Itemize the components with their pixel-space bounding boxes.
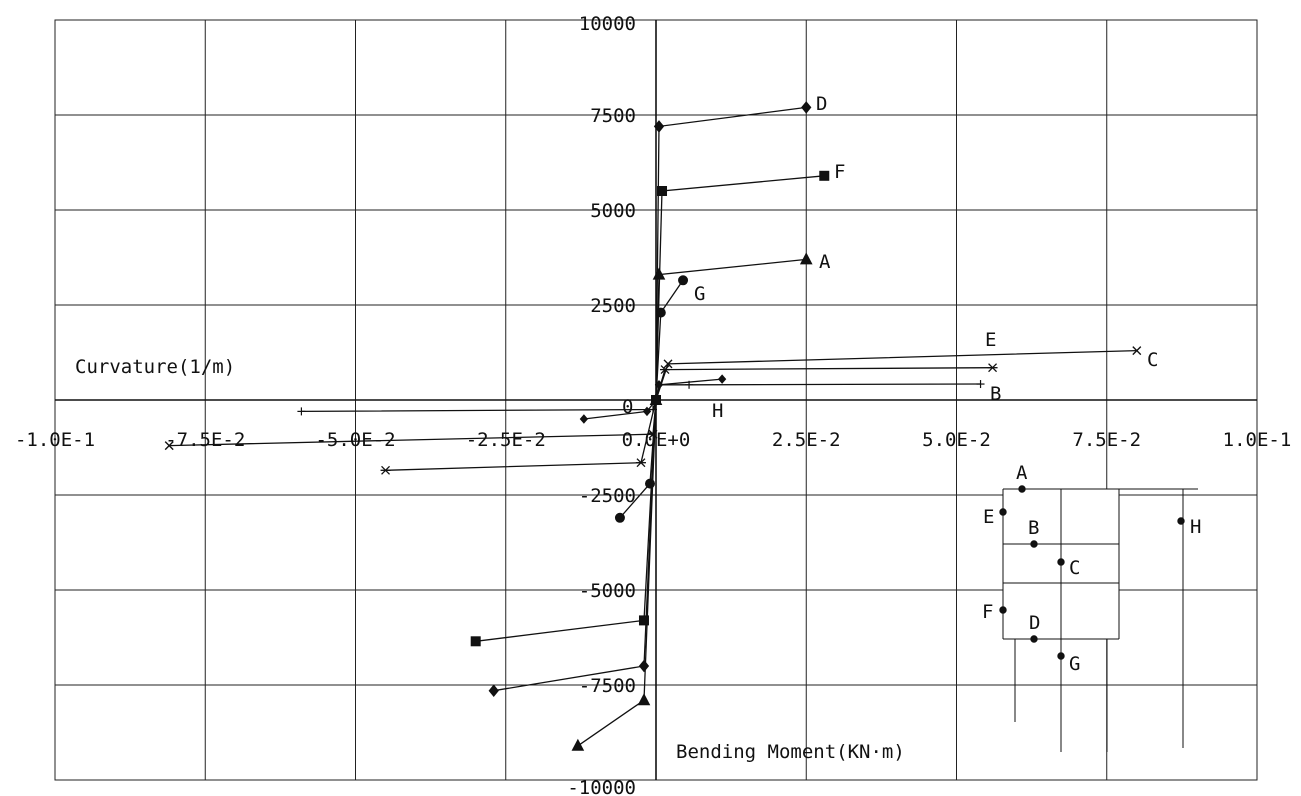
data-point-h [717, 374, 727, 384]
inset-point-c [1057, 558, 1065, 566]
chart-series [164, 101, 1142, 751]
y-tick-label: 2500 [590, 295, 636, 317]
data-point-h [654, 380, 664, 390]
series-label-a: A [819, 251, 831, 273]
inset-point-b [1030, 540, 1038, 548]
inset-label-a: A [1016, 462, 1028, 484]
data-point-c [1132, 346, 1142, 356]
data-point-g [678, 275, 689, 286]
x-tick-label: 1.0E-1 [1223, 429, 1292, 451]
inset-point-h [1177, 517, 1185, 525]
x-tick-label: -2.5E-2 [466, 429, 546, 451]
y-axis-title: Bending Moment(KN·m) [676, 741, 905, 763]
data-point-f [657, 186, 668, 196]
y-tick-label: 7500 [590, 105, 636, 127]
series-b [297, 380, 985, 416]
x-tick-label: -5.0E-2 [315, 429, 395, 451]
data-point-e [380, 465, 391, 475]
data-point-f [819, 170, 830, 181]
series-label-f: F [834, 161, 845, 183]
data-point-g [644, 478, 655, 489]
data-point-f [638, 615, 649, 626]
inset-label-d: D [1029, 612, 1040, 634]
data-point-a [571, 738, 585, 751]
series-line-d [493, 106, 807, 692]
data-point-c [663, 359, 673, 369]
y-tick-label: -5000 [579, 580, 636, 602]
x-tick-label: -7.5E-2 [165, 429, 245, 451]
origin-label: 0 [622, 396, 633, 418]
inset-label-b: B [1028, 517, 1039, 539]
data-point-d [801, 101, 812, 114]
inset-label-e: E [983, 506, 994, 528]
x-tick-label: 2.5E-2 [772, 429, 841, 451]
inset-point-f [999, 606, 1007, 614]
data-point-g [655, 307, 666, 318]
x-tick-label: 7.5E-2 [1072, 429, 1141, 451]
data-point-e [635, 458, 646, 468]
data-point-h [651, 395, 661, 405]
inset-label-g: G [1069, 653, 1080, 675]
y-tick-label: -2500 [579, 485, 636, 507]
series-e [380, 363, 998, 475]
data-point-d [488, 684, 499, 697]
data-point-b [976, 380, 985, 389]
inset-label-f: F [982, 601, 993, 623]
series-label-d: D [816, 93, 827, 115]
y-tick-label: 10000 [579, 13, 636, 35]
series-label-g: G [694, 283, 705, 305]
data-point-a [637, 693, 651, 706]
series-end-labels: D F A G E C B H [694, 93, 1158, 422]
y-tick-label: -10000 [567, 777, 636, 796]
inset-label-h: H [1190, 516, 1201, 538]
inset-label-c: C [1069, 557, 1080, 579]
data-point-e [660, 365, 671, 375]
x-tick-label: 0.0E+0 [622, 429, 691, 451]
inset-point-d [1030, 635, 1038, 643]
data-point-e [987, 363, 998, 373]
inset-point-a [1018, 485, 1026, 493]
x-tick-label: -1.0E-1 [15, 429, 95, 451]
series-line-b [301, 383, 981, 413]
data-point-f [470, 636, 481, 647]
inset-structure-diagram: A E B C F D G H [982, 462, 1201, 752]
inset-point-e [999, 508, 1007, 516]
y-tick-label: -7500 [579, 675, 636, 697]
series-label-h: H [712, 400, 723, 422]
series-label-b: B [990, 383, 1001, 405]
x-axis-title: Curvature(1/m) [75, 356, 235, 378]
data-point-h [642, 406, 652, 417]
x-tick-label: 5.0E-2 [922, 429, 991, 451]
chart-ticks: -1.0E-1 -7.5E-2 -5.0E-2 -2.5E-2 0.0E+0 2.5E-2… [15, 13, 1291, 796]
inset-point-g [1057, 652, 1065, 660]
data-point-h [579, 414, 589, 424]
series-label-c: C [1147, 349, 1158, 371]
data-point-c [164, 441, 174, 451]
series-label-e: E [985, 329, 996, 351]
series-d [488, 101, 812, 697]
data-point-a [799, 252, 813, 265]
data-point-d [653, 120, 665, 133]
y-tick-label: 5000 [590, 200, 636, 222]
series-h [579, 374, 727, 424]
data-point-g [614, 512, 625, 523]
data-point-d [638, 659, 650, 673]
data-point-b [297, 407, 306, 416]
